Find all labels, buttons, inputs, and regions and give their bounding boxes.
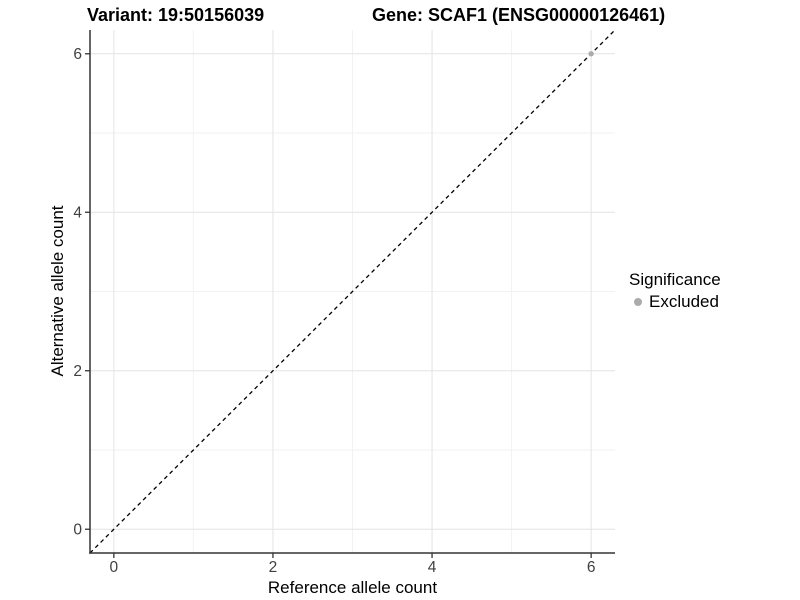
x-tick-label: 2 xyxy=(269,559,278,576)
y-axis-title: Alternative allele count xyxy=(48,205,67,377)
legend-item-excluded: Excluded xyxy=(629,292,721,312)
y-tick-label: 6 xyxy=(73,46,82,63)
y-tick-label: 0 xyxy=(73,522,82,539)
x-tick-label: 6 xyxy=(587,559,596,576)
gene-title: Gene: SCAF1 (ENSG00000126461) xyxy=(372,5,666,25)
excluded-point-icon xyxy=(634,298,642,306)
x-axis-title: Reference allele count xyxy=(267,578,438,597)
y-tick-label: 4 xyxy=(73,205,82,222)
variant-title: Variant: 19:50156039 xyxy=(87,5,265,25)
y-tick-label: 2 xyxy=(73,363,82,380)
data-point xyxy=(588,51,594,57)
legend-item-label: Excluded xyxy=(649,292,719,311)
legend-key xyxy=(629,293,647,311)
legend: Significance Excluded xyxy=(629,270,721,312)
x-tick-label: 4 xyxy=(428,559,437,576)
legend-title: Significance xyxy=(629,270,721,289)
x-tick-label: 0 xyxy=(110,559,119,576)
identity-reference-line xyxy=(89,29,616,554)
